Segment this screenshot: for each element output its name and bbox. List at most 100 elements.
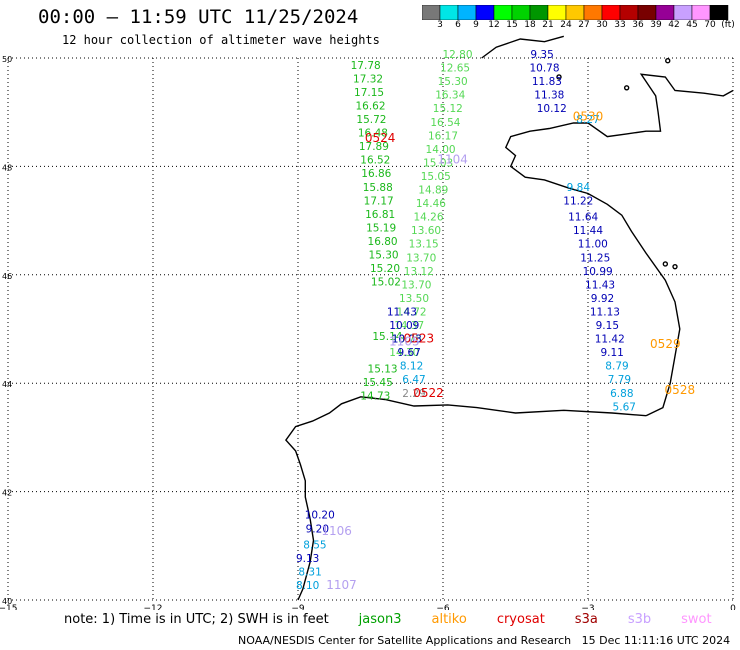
wave-height-label: 15.13 [368, 363, 398, 375]
wave-height-label: 9.11 [600, 347, 623, 359]
wave-height-label: 10.20 [305, 510, 335, 522]
pass-time-label: 0528 [665, 383, 696, 397]
wave-height-label: 14.89 [418, 185, 448, 197]
lon-tick-label: −3 [581, 604, 594, 610]
wave-height-label: 8.55 [303, 540, 326, 552]
wave-height-label: 11.00 [578, 239, 608, 251]
wave-height-label: 15.72 [356, 114, 386, 126]
wave-height-label: 13.76 [392, 334, 422, 346]
coastline-france [504, 73, 734, 417]
wave-height-label: 16.86 [361, 168, 391, 180]
colorbar-label: 70 [704, 20, 716, 30]
colorbar-label: 18 [524, 20, 536, 30]
wave-height-label: 12.80 [442, 49, 472, 61]
coastline [285, 35, 734, 601]
wave-height-label: 17.32 [353, 73, 383, 85]
wave-height-label: 15.20 [370, 263, 400, 275]
lon-tick-label: −15 [0, 604, 18, 610]
wave-height-label: 16.52 [360, 155, 390, 167]
coastline-iberia [285, 396, 647, 601]
colorbar-label: 3 [437, 20, 443, 30]
island [556, 74, 562, 80]
footnote-text: note: 1) Time is in UTC; 2) SWH is in fe… [64, 612, 329, 627]
wave-height-label: 14.72 [397, 306, 427, 318]
wave-height-label: 15.05 [421, 171, 451, 183]
colorbar-label: 15 [506, 20, 518, 30]
wave-height-label: 11.13 [590, 306, 620, 318]
wave-height-label: 11.22 [563, 195, 593, 207]
wave-height-label: 15.14 [372, 331, 402, 343]
pass-time-label: 0530 [573, 109, 604, 123]
wave-height-label: 13.15 [409, 239, 439, 251]
wave-height-label: 5.67 [613, 401, 636, 413]
page-title: 00:00 – 11:59 UTC 11/25/2024 [38, 6, 359, 28]
colorbar-label: 42 [668, 20, 680, 30]
wave-height-label: 14.37 [394, 320, 424, 332]
colorbar-label: 24 [560, 20, 572, 30]
wave-height-label: 14.73 [360, 390, 390, 402]
lon-tick-label: −9 [291, 604, 305, 610]
wave-height-label: 16.48 [358, 128, 388, 140]
lat-tick-label: 48 [2, 163, 12, 172]
pass-time-label: 1104 [437, 153, 468, 167]
wave-height-label: 10.99 [583, 266, 613, 278]
colorbar-label: 9 [473, 20, 479, 30]
satellite-legend: jason3 altiko cryosat s3a s3b swot [359, 612, 740, 627]
pass-time-label: 0529 [650, 337, 681, 351]
wave-height-label: 6.88 [610, 388, 633, 400]
wave-height-label: 13.12 [404, 266, 434, 278]
wave-height-label: 9.35 [530, 49, 553, 61]
legend-satellite-jason3: jason3 [358, 612, 402, 627]
color-scale-bar [422, 5, 729, 20]
wave-height-label: 9.84 [567, 182, 591, 194]
legend-satellite-s3b: s3b [627, 612, 652, 627]
wave-height-label: 12.65 [440, 63, 470, 75]
wave-height-label: 11.64 [568, 212, 598, 224]
wave-height-label: 17.78 [351, 60, 381, 72]
wave-height-label: 9.15 [596, 320, 619, 332]
wave-height-label: 15.12 [433, 103, 463, 115]
wave-height-label: 11.43 [387, 306, 417, 318]
wave-height-label: 16.80 [368, 236, 398, 248]
wave-height-label: 17.15 [354, 87, 384, 99]
legend-satellite-altiko: altiko [431, 612, 467, 627]
wave-height-label: 7.79 [608, 374, 631, 386]
wave-height-label: 14.46 [416, 198, 446, 210]
wave-height-label: 9.13 [296, 553, 319, 565]
wave-height-label: 6.47 [402, 374, 425, 386]
lat-tick-label: 50 [2, 55, 12, 64]
wave-height-label: 9.67 [397, 347, 420, 359]
color-scale-labels: 3 6 9 12 15 18 21 24 27 30 33 36 39 42 45 70 (ft) [422, 20, 735, 34]
wave-height-label: 11.38 [534, 90, 564, 102]
wave-height-label: 11.42 [595, 334, 625, 346]
pass-time-label: 0524 [365, 131, 396, 145]
lon-tick-label: −6 [436, 604, 450, 610]
wave-height-label: 15.02 [371, 277, 401, 289]
island [623, 85, 630, 91]
lat-tick-label: 40 [2, 597, 12, 606]
colorbar-label: 27 [578, 20, 590, 30]
wave-height-label: 13.70 [401, 279, 431, 291]
wave-height-label: 8.31 [298, 567, 321, 579]
footnote: note: 1) Time is in UTC; 2) SWH is in fe… [64, 612, 740, 627]
colorbar-label: 45 [686, 20, 698, 30]
wave-height-label: 10.09 [389, 320, 419, 332]
wave-height-label: 10.12 [537, 103, 567, 115]
lat-tick-label: 44 [2, 380, 12, 389]
wave-height-label: 13.70 [406, 252, 436, 264]
island [662, 261, 669, 267]
pass-time-label: 0523 [404, 332, 435, 346]
page-subtitle: 12 hour collection of altimeter wave hei… [62, 33, 380, 47]
wave-height-label: 16.54 [430, 117, 460, 129]
wave-height-label: 10.03 [392, 334, 422, 346]
wave-height-label: 15.88 [363, 182, 393, 194]
wave-height-label: 16.34 [435, 90, 465, 102]
wave-height-label: 9.20 [306, 523, 329, 535]
wave-height-label: 14.26 [413, 212, 443, 224]
wave-height-label: 9.92 [591, 293, 614, 305]
wave-height-label: 14.00 [426, 144, 456, 156]
colorbar-label: 39 [650, 20, 662, 30]
colorbar-label: 6 [455, 20, 461, 30]
lat-tick-label: 46 [2, 272, 12, 281]
